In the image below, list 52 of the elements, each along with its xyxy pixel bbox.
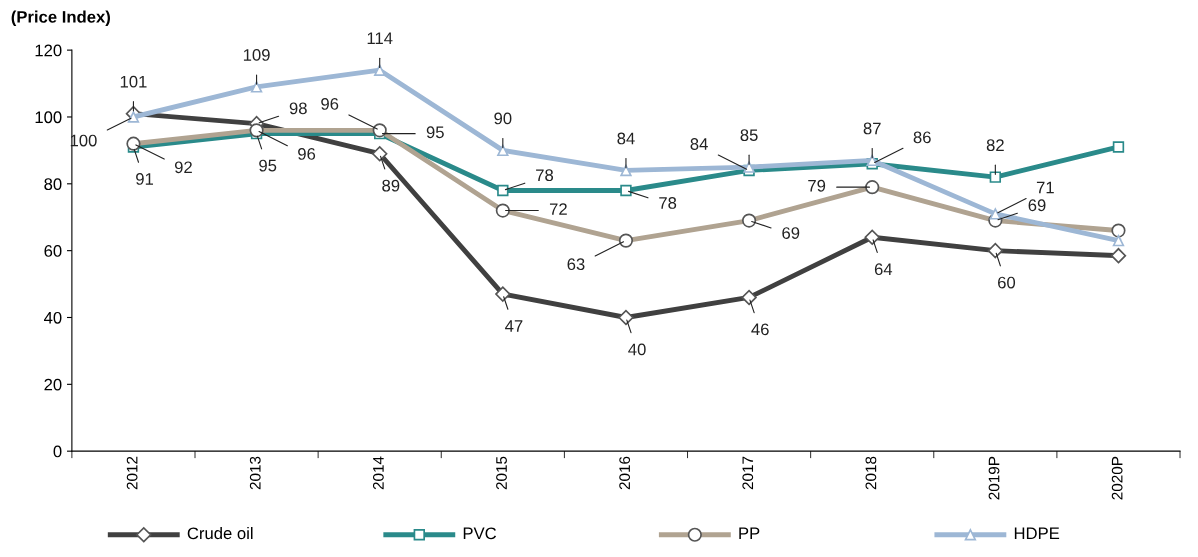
x-tick-label: 2020P xyxy=(1111,456,1123,500)
x-tick-label: 2015 xyxy=(496,456,507,490)
data-label: 86 xyxy=(913,131,931,144)
y-tick-label: 20 xyxy=(44,378,62,391)
data-label: 84 xyxy=(617,132,635,145)
x-tick-label: 2012 xyxy=(126,456,138,490)
x-tick-label: 2019P xyxy=(988,456,1000,500)
x-tick-label: 2014 xyxy=(372,456,384,490)
data-label: 69 xyxy=(782,227,800,239)
y-tick-label: 60 xyxy=(44,245,62,257)
data-label: 89 xyxy=(382,179,400,192)
data-label: 114 xyxy=(367,32,393,44)
legend-label: HDPE xyxy=(1014,527,1060,540)
data-label: 71 xyxy=(1036,181,1054,194)
data-label: 96 xyxy=(298,148,316,160)
data-label: 69 xyxy=(1028,199,1046,212)
x-tick-label: 2018 xyxy=(865,456,877,490)
data-label: 95 xyxy=(426,126,444,139)
legend-label: Crude oil xyxy=(187,526,253,540)
data-label: 85 xyxy=(740,129,758,142)
legend-label: PP xyxy=(739,527,760,540)
y-tick-label: 120 xyxy=(35,44,62,57)
data-label: 84 xyxy=(690,138,708,150)
x-tick-label: 2013 xyxy=(249,456,261,490)
data-label: 109 xyxy=(243,49,270,61)
data-label: 47 xyxy=(505,320,523,332)
y-tick-label: 0 xyxy=(53,445,62,458)
y-axis-title: (Price Index) xyxy=(11,10,110,27)
x-tick-label: 2017 xyxy=(742,456,754,490)
data-label: 79 xyxy=(808,179,826,192)
data-label: 60 xyxy=(998,276,1016,289)
legend-label: PVC xyxy=(463,527,497,540)
data-label: 92 xyxy=(174,161,192,174)
x-tick-label: 2016 xyxy=(619,456,631,490)
data-label: 90 xyxy=(494,112,512,125)
y-tick-label: 40 xyxy=(44,311,62,324)
data-label: 64 xyxy=(874,263,893,276)
data-label: 95 xyxy=(259,159,277,172)
y-tick-label: 80 xyxy=(44,178,62,191)
data-label: 98 xyxy=(289,102,307,115)
y-tick-label: 100 xyxy=(35,111,62,124)
data-label: 91 xyxy=(136,173,154,185)
data-label: 96 xyxy=(321,98,339,110)
data-label: 46 xyxy=(751,323,769,336)
data-label: 87 xyxy=(863,122,881,135)
data-label: 78 xyxy=(659,197,677,209)
data-label: 101 xyxy=(120,75,147,88)
data-label: 82 xyxy=(986,139,1004,152)
data-label: 40 xyxy=(628,343,646,356)
data-label: 78 xyxy=(536,169,554,182)
data-label: 72 xyxy=(549,203,567,215)
data-label: 63 xyxy=(567,258,585,271)
